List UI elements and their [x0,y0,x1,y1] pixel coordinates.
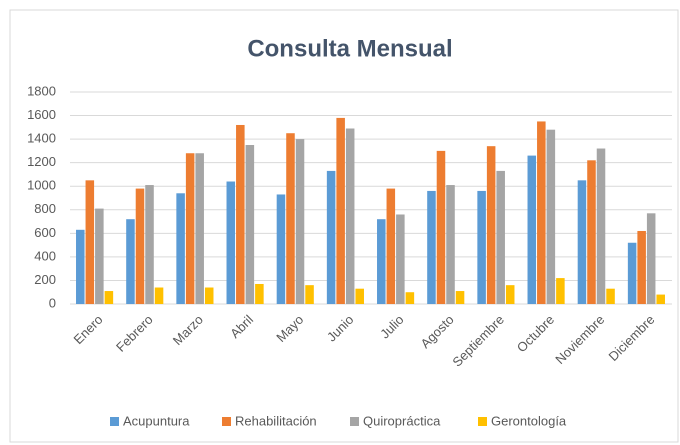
y-tick-label: 1000 [27,178,56,193]
bar [76,229,85,304]
y-tick-label: 800 [34,201,56,216]
bar [537,121,546,304]
y-tick-label: 400 [34,248,56,263]
bar [436,150,446,304]
bar [546,129,556,304]
y-tick-label: 600 [34,225,56,240]
bar [336,117,345,305]
bar [477,190,486,304]
bar [276,194,286,304]
bar [185,153,195,304]
bar [446,185,455,304]
bar [606,288,615,304]
y-tick-label: 1800 [27,83,56,98]
legend-swatch [110,417,119,426]
bar [286,133,295,304]
bar [226,181,236,304]
y-tick-label: 1200 [27,154,56,169]
bar [587,160,596,304]
bar [85,180,95,304]
legend-label: Acupuntura [123,413,190,428]
bar [355,288,364,304]
bar [596,148,606,304]
legend-label: Rehabilitación [235,413,317,428]
bar [126,219,135,304]
legend-swatch [478,417,487,426]
bar [455,291,465,304]
legend-swatch [222,417,231,426]
bar [104,291,114,304]
bar [637,230,646,304]
bar [135,188,145,304]
bar [305,285,314,304]
bar [145,185,154,304]
bar [245,145,255,304]
bar [627,242,637,304]
bar [326,170,336,304]
bar [646,213,656,304]
legend-label: Gerontología [491,413,567,428]
bar [486,146,496,304]
bar [527,155,537,304]
bar [95,208,104,304]
bar [396,214,405,304]
bar [427,190,436,304]
bar [556,278,565,304]
bar [236,124,245,304]
bar [405,292,415,304]
bar [204,287,214,304]
legend-label: Quiropráctica [363,413,441,428]
y-tick-label: 0 [49,295,56,310]
legend-swatch [350,417,359,426]
bar [577,180,587,304]
bar [176,193,185,304]
bar [295,139,305,304]
y-tick-label: 1400 [27,131,56,146]
bar [505,285,515,304]
y-tick-label: 1600 [27,107,56,122]
bar [255,283,264,304]
chart-title: Consulta Mensual [247,35,452,62]
bar [195,153,204,304]
bar [345,128,355,304]
bar [656,294,665,304]
bar [377,219,386,304]
y-tick-label: 200 [34,272,56,287]
bar [386,188,396,304]
bar [496,170,505,304]
bar [154,287,164,304]
